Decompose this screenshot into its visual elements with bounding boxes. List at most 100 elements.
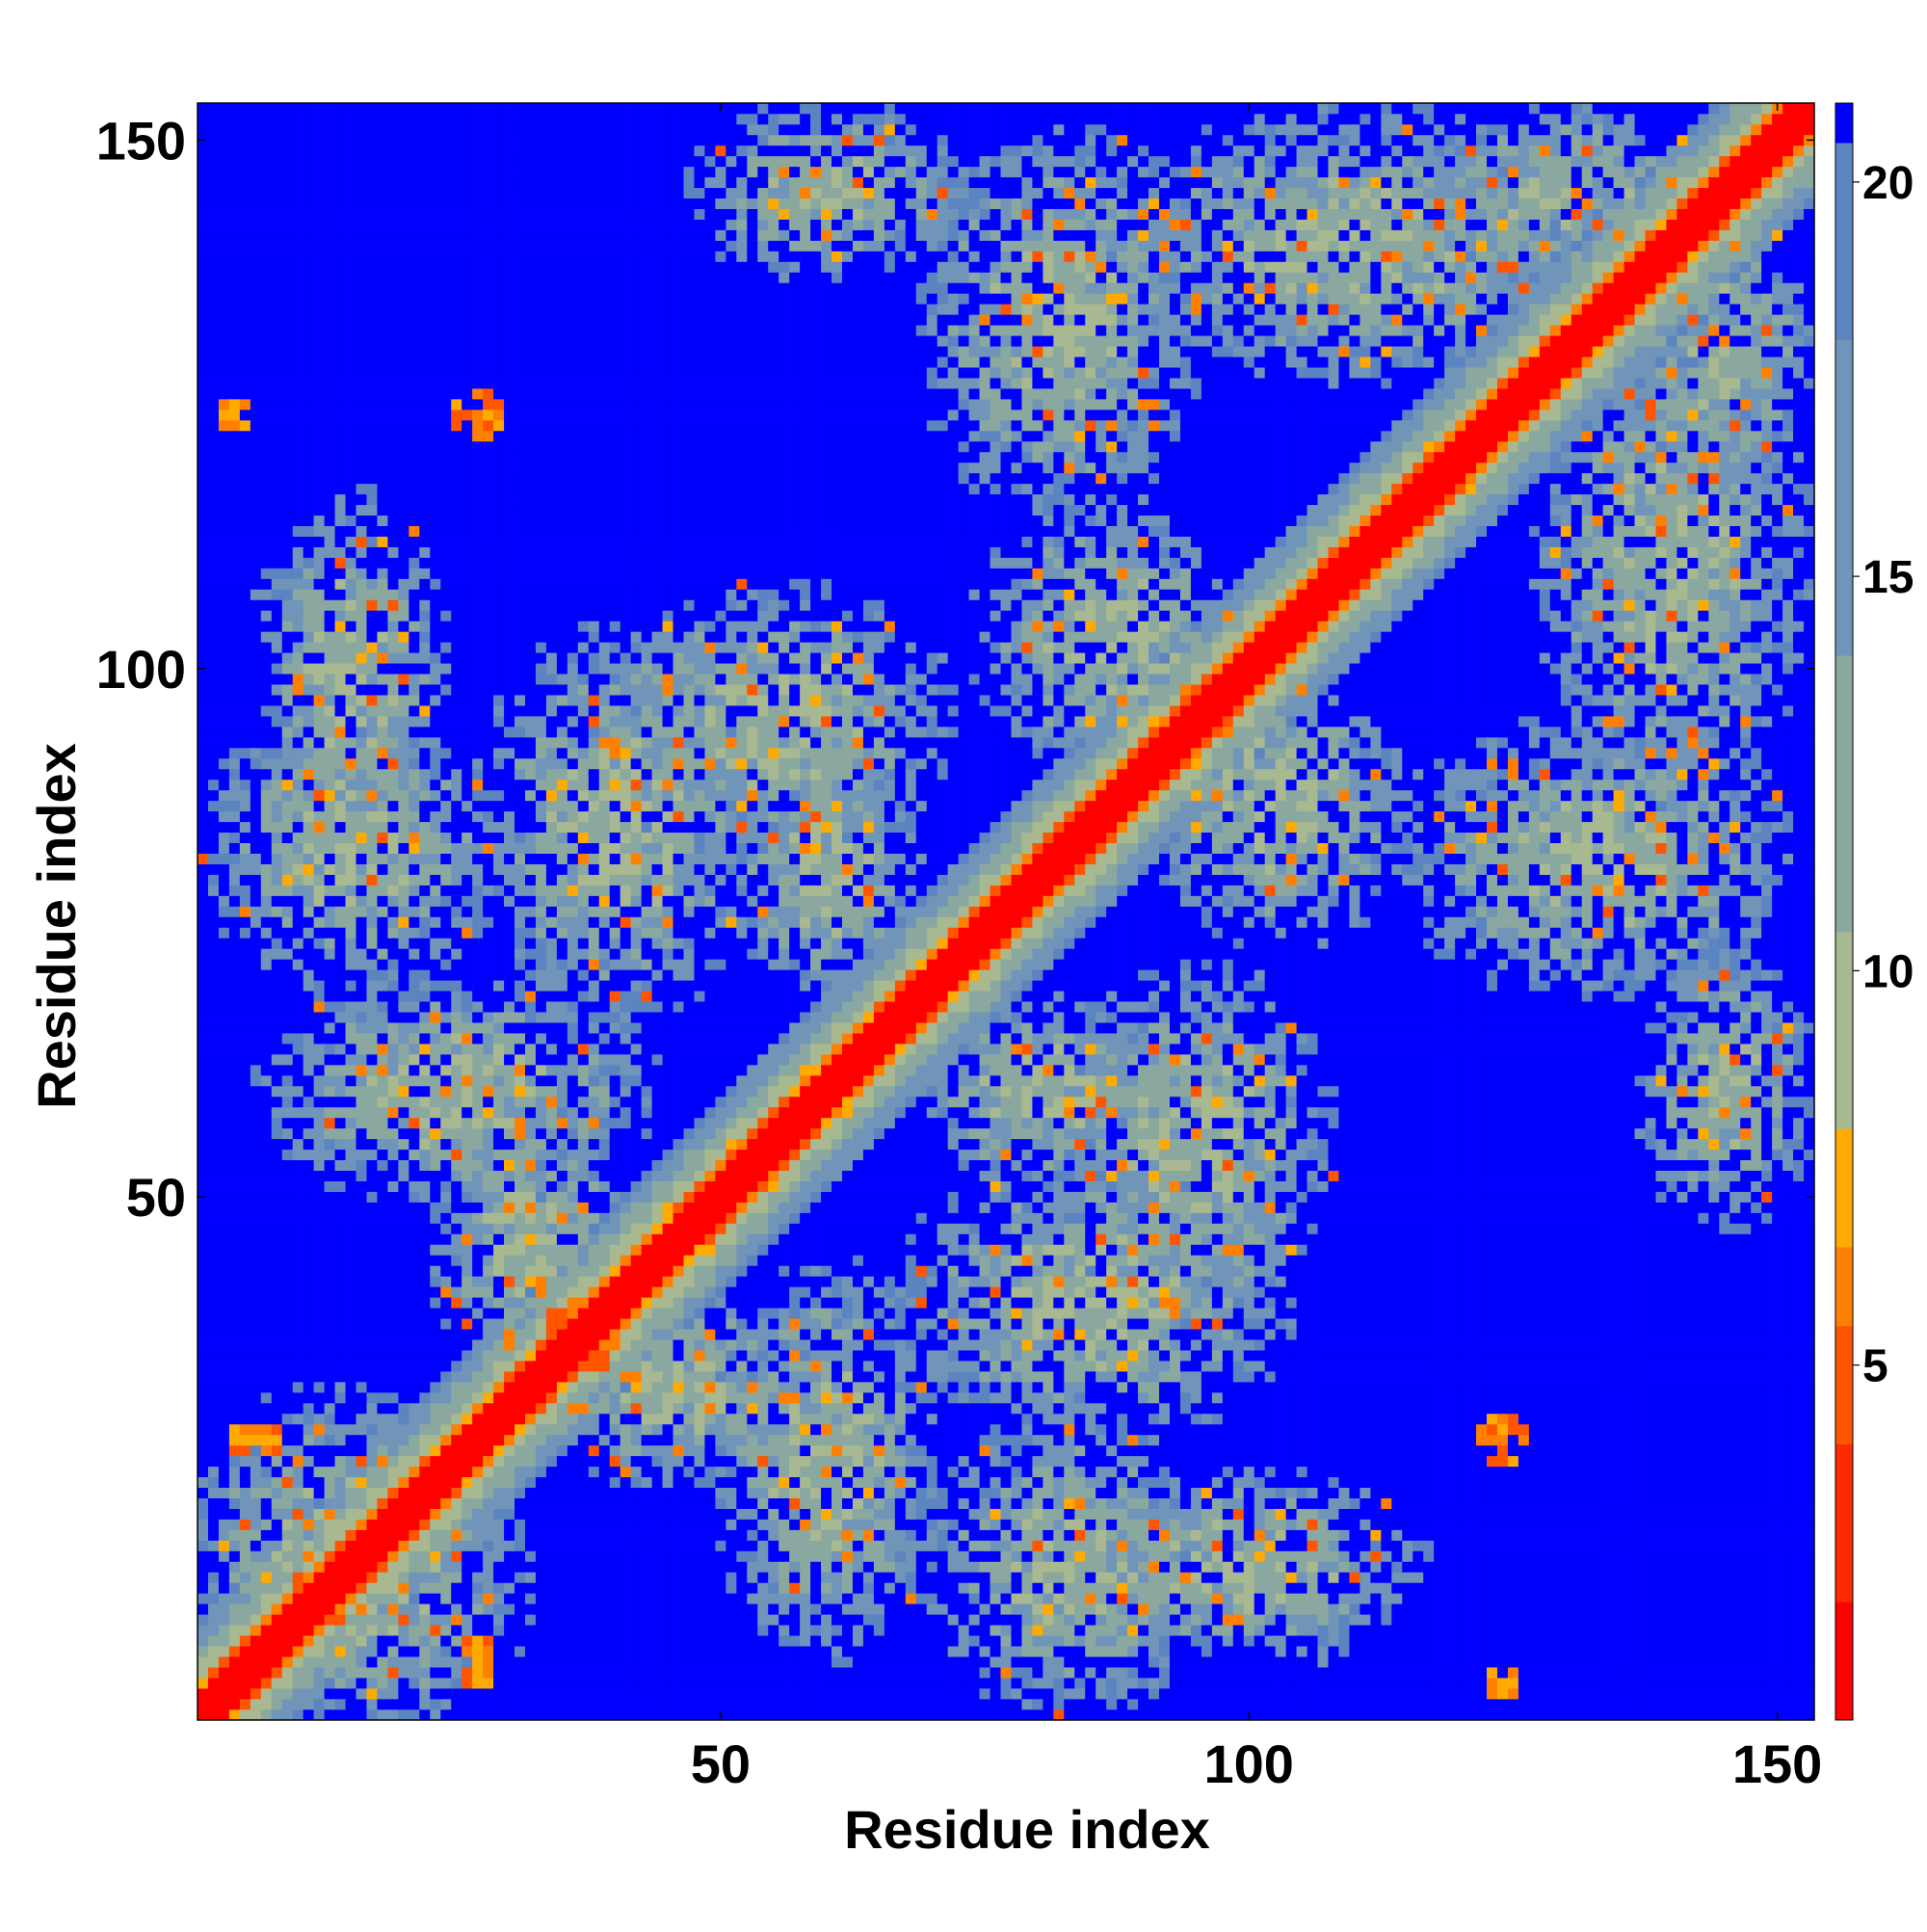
heatmap-cell [366,1022,377,1033]
heatmap-cell [335,1107,346,1118]
heatmap-cell [366,590,377,600]
heatmap-cell [240,938,251,948]
heatmap-cell [366,1118,377,1128]
heatmap-cell [377,758,387,769]
heatmap-cell [346,684,356,695]
heatmap-cell [240,1033,251,1044]
heatmap-cell [483,1456,493,1467]
heatmap-cell [409,1054,419,1065]
heatmap-cell [440,727,451,737]
heatmap-cell [387,452,398,463]
heatmap-cell [430,1075,440,1086]
heatmap-cell [472,1318,483,1329]
heatmap-cell [472,1054,483,1065]
heatmap-cell [409,727,419,737]
heatmap-cell [419,135,430,146]
heatmap-cell [440,1318,451,1329]
heatmap-cell [293,1371,304,1382]
heatmap-cell [419,526,430,537]
heatmap-cell [440,251,451,262]
heatmap-cell [409,811,419,822]
heatmap-cell [462,833,472,843]
heatmap-cell [261,801,272,811]
heatmap-cell [356,357,367,367]
heatmap-cell [208,1541,219,1551]
heatmap-cell [440,1520,451,1530]
heatmap-cell [314,1213,325,1224]
heatmap-cell [366,1139,377,1150]
heatmap-cell [430,1498,440,1509]
heatmap-cell [387,463,398,473]
heatmap-cell [356,1213,367,1224]
heatmap-cell [293,272,304,282]
heatmap-cell [325,1498,335,1509]
heatmap-cell [377,1350,387,1361]
heatmap-cell [304,241,314,251]
heatmap-cell [325,864,335,875]
heatmap-cell [304,1075,314,1086]
heatmap-cell [240,1488,251,1498]
heatmap-cell [398,251,409,262]
heatmap-cell [282,494,293,505]
heatmap-cell [304,1572,314,1582]
heatmap-cell [356,695,367,705]
heatmap-cell [229,663,240,674]
heatmap-cell [272,367,282,378]
heatmap-cell [472,1593,483,1603]
heatmap-cell [356,1603,367,1614]
heatmap-cell [398,282,409,293]
heatmap-cell [472,1467,483,1477]
heatmap-cell [261,1107,272,1118]
heatmap-cell [430,378,440,388]
heatmap-cell [229,1541,240,1551]
heatmap-cell [240,780,251,790]
heatmap-cell [229,1646,240,1656]
heatmap-cell [472,938,483,948]
heatmap-cell [251,864,261,875]
heatmap-cell [483,1530,493,1541]
heatmap-cell [462,959,472,969]
heatmap-cell [208,1001,219,1012]
heatmap-cell [229,1509,240,1520]
heatmap-cell [251,1308,261,1318]
heatmap-cell [462,1075,472,1086]
heatmap-cell [398,188,409,198]
heatmap-cell [272,1530,282,1541]
heatmap-cell [356,1403,367,1414]
heatmap-cell [440,579,451,590]
heatmap-cell [240,854,251,864]
heatmap-cell [251,1297,261,1308]
heatmap-cell [462,1001,472,1012]
heatmap-cell [304,769,314,780]
heatmap-cell [483,916,493,927]
heatmap-cell [483,1614,493,1625]
heatmap-cell [304,854,314,864]
heatmap-cell [208,1244,219,1255]
heatmap-cell [335,1530,346,1541]
heatmap-cell [409,473,419,484]
heatmap-cell [240,1520,251,1530]
heatmap-cell [272,1445,282,1456]
heatmap-cell [240,537,251,547]
heatmap-cell [483,1086,493,1097]
heatmap-cell [208,209,219,220]
heatmap-cell [366,642,377,652]
heatmap-cell [219,663,229,674]
heatmap-cell [346,230,356,241]
heatmap-cell [208,1107,219,1118]
heatmap-cell [356,1171,367,1181]
heatmap-cell [366,1488,377,1498]
heatmap-cell [377,1614,387,1625]
heatmap-cell [377,188,387,198]
heatmap-cell [240,801,251,811]
heatmap-cell [377,463,387,473]
heatmap-cell [251,748,261,758]
heatmap-cell [251,420,261,431]
heatmap-cell [409,1403,419,1414]
heatmap-cell [451,737,462,748]
heatmap-cell [440,684,451,695]
heatmap-cell [462,748,472,758]
heatmap-cell [229,314,240,325]
heatmap-cell [419,1065,430,1075]
heatmap-cell [293,1678,304,1688]
